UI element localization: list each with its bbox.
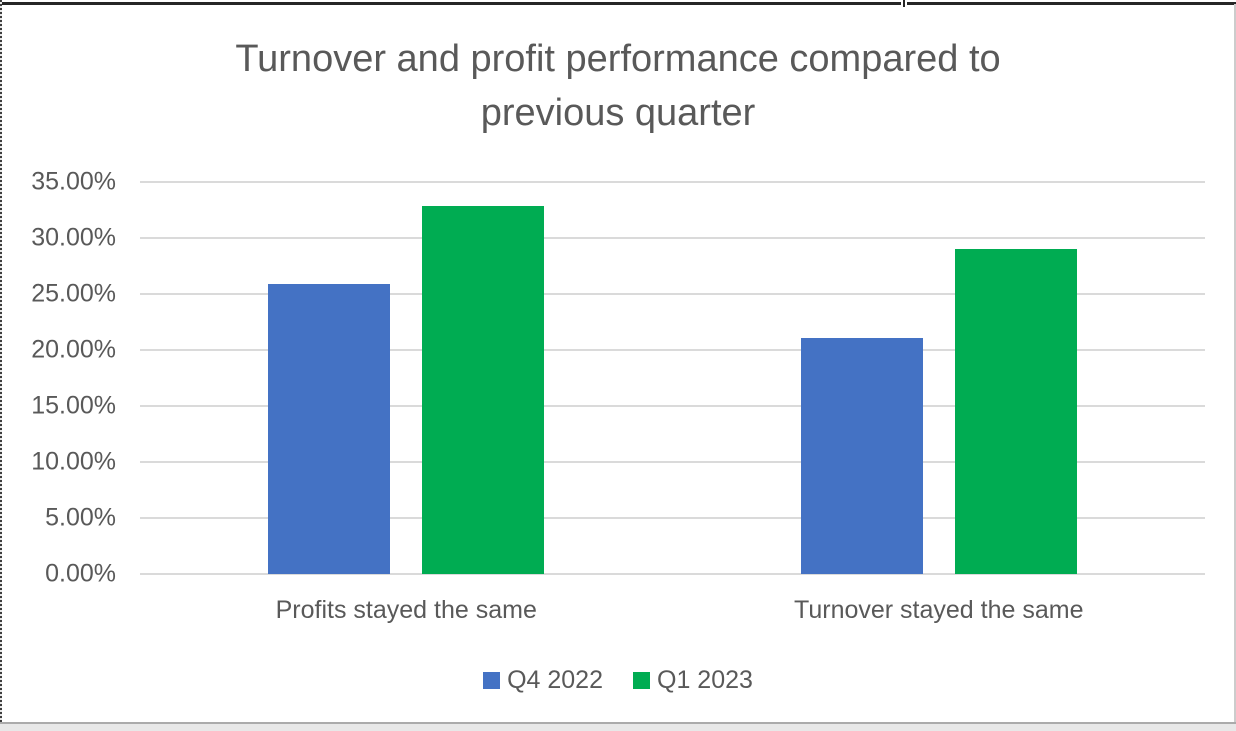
legend-label: Q1 2023: [657, 666, 753, 694]
chart-title-line-2: previous quarter: [480, 92, 756, 134]
x-axis-category-label: Profits stayed the same: [275, 596, 537, 624]
bar-q4-2022: [268, 283, 391, 574]
left-dashed-border: [0, 0, 2, 723]
bottom-gray-band: [0, 724, 1236, 731]
category-bar-group: [673, 182, 1206, 574]
plot-area: [140, 181, 1205, 575]
y-axis-tick-label: 0.00%: [45, 559, 116, 588]
y-axis-tick-label: 15.00%: [31, 391, 116, 420]
bottom-border-line: [0, 722, 1236, 724]
chart-title: Turnover and profit performance compared…: [0, 32, 1236, 140]
y-axis-tick-label: 10.00%: [31, 447, 116, 476]
y-axis-tick-label: 35.00%: [31, 167, 116, 196]
legend-label: Q4 2022: [507, 666, 603, 694]
gridline: [140, 237, 1205, 239]
chart-title-line-1: Turnover and profit performance compared…: [235, 38, 1001, 80]
gridline: [140, 181, 1205, 183]
gridline: [140, 293, 1205, 295]
y-axis-tick-label: 20.00%: [31, 335, 116, 364]
legend-item: Q1 2023: [633, 668, 753, 693]
legend: Q4 2022 Q1 2023: [0, 668, 1236, 693]
top-table-border-right-segment: [907, 2, 1236, 5]
legend-item: Q4 2022: [483, 668, 603, 693]
gridline: [140, 517, 1205, 520]
bar-q1-2023: [954, 249, 1077, 574]
gridline: [140, 405, 1205, 407]
x-axis-category-label: Turnover stayed the same: [794, 596, 1084, 624]
gridline: [140, 573, 1205, 575]
legend-swatch-icon: [633, 672, 650, 689]
y-axis-tick-label: 5.00%: [45, 503, 116, 532]
y-axis-tick-label: 25.00%: [31, 279, 116, 308]
y-axis-labels: 0.00% 5.00% 10.00% 15.00% 20.00% 25.00% 30.00%…: [0, 169, 116, 586]
y-axis-tick-label: 30.00%: [31, 223, 116, 252]
x-axis-labels: Profits stayed the same Turnover stayed t…: [140, 596, 1205, 625]
bars-layer: [140, 182, 1205, 574]
gridline: [140, 349, 1205, 352]
right-border-line: [1234, 4, 1236, 723]
bar-q4-2022: [800, 337, 923, 574]
bar-q1-2023: [422, 205, 545, 574]
top-table-border-left-segment: [0, 2, 901, 5]
gridline: [140, 461, 1205, 464]
category-bar-group: [140, 182, 673, 574]
table-column-divider-tick: [903, 0, 905, 7]
legend-swatch-icon: [483, 672, 501, 689]
